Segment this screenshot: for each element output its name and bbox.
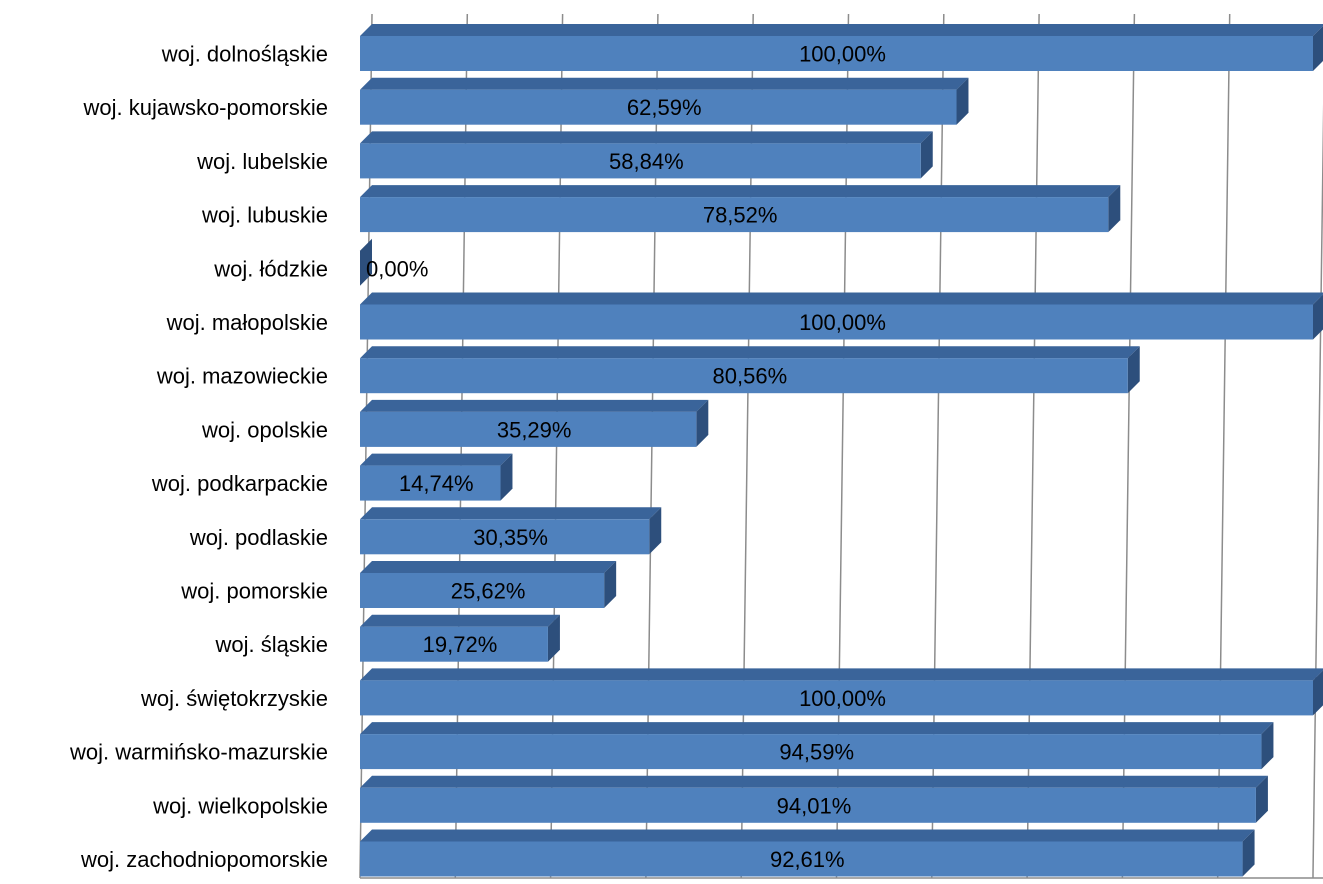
bar-front-face — [360, 573, 605, 608]
bar-side-face — [1242, 829, 1255, 877]
bar-front-face — [360, 465, 501, 501]
bar-side-face — [547, 614, 560, 662]
category-label: woj. dolnośląskie — [161, 42, 328, 67]
bar-side-face — [1313, 294, 1323, 340]
bar-top-face — [360, 561, 617, 573]
bar-9 — [360, 507, 662, 555]
category-label: woj. śląskie — [215, 632, 328, 657]
bar-front-face — [360, 519, 650, 555]
bar-side-face — [920, 131, 933, 179]
category-labels: 100,00% woj. dolnośląskie 62,59% woj. kujaw… — [69, 42, 886, 873]
bar-12 — [360, 668, 1323, 716]
value-label: 58,84% — [609, 149, 684, 174]
category-label: woj. podlaskie — [189, 525, 328, 550]
value-label: 25,62% — [451, 579, 526, 604]
category-label: woj. wielkopolskie — [152, 793, 328, 818]
category-label: woj. lubuskie — [201, 203, 328, 228]
bar-11 — [360, 614, 560, 662]
value-label: 100,00% — [799, 42, 886, 67]
bar-top-face — [360, 77, 969, 90]
bar-front-face — [360, 358, 1128, 394]
bar-side-face — [1313, 26, 1323, 71]
bar-14 — [360, 775, 1268, 823]
bar-top-face — [360, 775, 1268, 788]
value-label: 78,52% — [703, 203, 778, 228]
value-label: 0,00% — [366, 256, 428, 281]
category-label: woj. pomorskie — [180, 579, 328, 604]
bar-front-face — [360, 36, 1313, 71]
bar-2 — [360, 131, 933, 179]
bar-top-face — [360, 131, 933, 144]
bar-4 — [360, 238, 372, 286]
value-label: 92,61% — [770, 847, 845, 872]
bar-top-face — [360, 24, 1323, 36]
bar-top-face — [360, 668, 1323, 681]
value-label: 14,74% — [399, 471, 474, 496]
bar-front-face — [360, 734, 1262, 770]
bar-side-face — [649, 507, 662, 555]
bars — [360, 24, 1323, 877]
bar-front-face — [360, 411, 697, 447]
category-label: woj. warmińsko-mazurskie — [69, 740, 328, 765]
bar-top-face — [360, 507, 662, 520]
value-label: 100,00% — [799, 686, 886, 711]
category-label: woj. kujawsko-pomorskie — [82, 95, 328, 120]
bar-top-face — [360, 292, 1323, 305]
bar-top-face — [360, 829, 1255, 842]
bar-front-face — [360, 626, 548, 662]
bar-top-face — [360, 453, 513, 466]
bar-side-face — [956, 77, 969, 125]
value-label: 100,00% — [799, 310, 886, 335]
value-label: 94,01% — [777, 793, 852, 818]
bar-front-face — [360, 143, 921, 179]
value-label: 19,72% — [423, 632, 498, 657]
bar-top-face — [360, 614, 560, 627]
bar-front-face — [360, 197, 1109, 233]
bar-0 — [360, 24, 1323, 71]
bar-13 — [360, 722, 1274, 770]
bar-side-face — [1261, 722, 1274, 770]
bar-8 — [360, 453, 513, 501]
bar-side-face — [1255, 775, 1268, 823]
bar-side-face — [1313, 670, 1323, 716]
category-label: woj. małopolskie — [166, 310, 328, 335]
bar-top-face — [360, 185, 1121, 198]
bar-10 — [360, 561, 617, 608]
gridline-100 — [1312, 103, 1323, 878]
category-label: woj. mazowieckie — [156, 364, 328, 389]
bar-side-face — [604, 561, 617, 608]
value-label: 80,56% — [713, 364, 788, 389]
category-label: woj. podkarpackie — [151, 471, 328, 496]
category-label: woj. świętokrzyskie — [140, 686, 328, 711]
bar-front-face — [360, 89, 957, 125]
bar-front-face — [360, 841, 1243, 877]
bar-side-face — [500, 453, 513, 501]
category-label: woj. lubelskie — [196, 149, 328, 174]
bar-side-face — [1108, 185, 1121, 233]
category-label: woj. opolskie — [201, 417, 328, 442]
bar-side-face — [1127, 346, 1140, 394]
bar-front-face — [360, 304, 1313, 340]
bar-front-face — [360, 680, 1313, 716]
value-label: 30,35% — [473, 525, 548, 550]
category-label: woj. zachodniopomorskie — [80, 847, 328, 872]
value-label: 62,59% — [627, 95, 702, 120]
bar-1 — [360, 77, 969, 125]
bar-3 — [360, 185, 1121, 233]
bar-side-face — [360, 238, 372, 286]
value-label: 35,29% — [497, 417, 572, 442]
bar-7 — [360, 399, 709, 447]
bar-top-face — [360, 399, 709, 412]
bar-front-face — [360, 787, 1256, 823]
bar-side-face — [696, 399, 709, 447]
bar-6 — [360, 346, 1140, 394]
category-label: woj. łódzkie — [213, 256, 328, 281]
bar-top-face — [360, 346, 1140, 359]
bar-15 — [360, 829, 1255, 877]
bar-top-face — [360, 722, 1274, 735]
bar-5 — [360, 292, 1323, 340]
value-label: 94,59% — [779, 740, 854, 765]
